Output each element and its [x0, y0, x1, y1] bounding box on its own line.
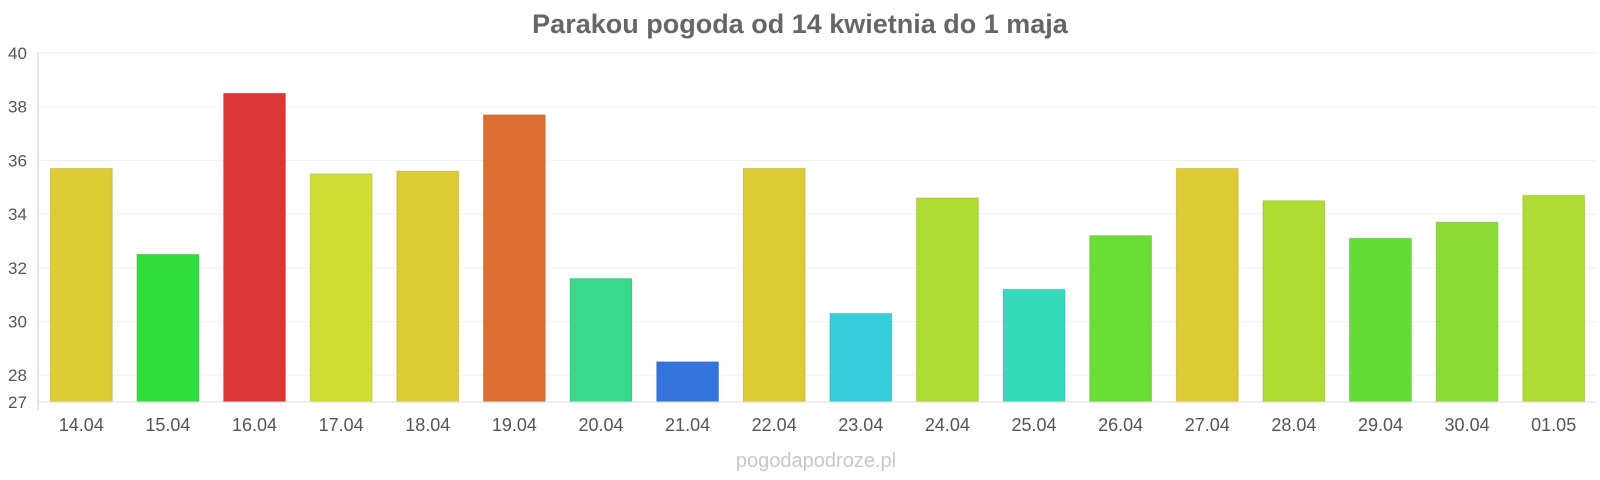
y-axis-ticks: 27 28 30 32 34 36 38 40 — [8, 44, 27, 412]
bar-26.04 — [1089, 235, 1153, 403]
x-tick-label: 21.04 — [665, 415, 710, 435]
x-tick-label: 22.04 — [752, 415, 797, 435]
bar-19.04 — [482, 114, 546, 403]
bar-25.04 — [1002, 288, 1066, 403]
y-tick-label: 32 — [8, 259, 27, 278]
bar-28.04 — [1262, 200, 1326, 403]
bar-20.04 — [569, 278, 633, 403]
x-tick-label: 18.04 — [405, 415, 450, 435]
bar-22.04 — [742, 167, 806, 403]
x-tick-label: 28.04 — [1271, 415, 1316, 435]
bar-17.04 — [309, 173, 373, 403]
x-tick-label: 23.04 — [838, 415, 883, 435]
chart-title: Parakou pogoda od 14 kwietnia do 1 maja — [532, 9, 1069, 39]
y-tick-label: 27 — [8, 393, 27, 412]
x-tick-label: 30.04 — [1445, 415, 1490, 435]
y-tick-label: 28 — [8, 366, 27, 385]
bar-24.04 — [915, 197, 979, 403]
x-tick-label: 14.04 — [59, 415, 104, 435]
bar-01.05 — [1522, 194, 1586, 403]
x-tick-label: 01.05 — [1531, 415, 1576, 435]
y-tick-label: 34 — [8, 205, 27, 224]
y-tick-label: 38 — [8, 98, 27, 117]
bar-27.04 — [1175, 167, 1239, 403]
x-tick-label: 29.04 — [1358, 415, 1403, 435]
bar-21.04 — [656, 361, 720, 403]
bar-14.04 — [49, 167, 113, 403]
bar-29.04 — [1348, 237, 1412, 403]
x-tick-label: 15.04 — [145, 415, 190, 435]
x-axis-ticks: 14.04 15.04 16.04 17.04 18.04 19.04 20.04 21.04… — [59, 415, 1576, 435]
bar-18.04 — [396, 170, 460, 403]
x-tick-label: 26.04 — [1098, 415, 1143, 435]
y-tick-label: 36 — [8, 151, 27, 170]
bar-30.04 — [1435, 221, 1499, 403]
x-tick-label: 25.04 — [1012, 415, 1057, 435]
bar-16.04 — [223, 92, 287, 403]
y-tick-label: 40 — [8, 44, 27, 63]
x-tick-label: 17.04 — [319, 415, 364, 435]
x-tick-label: 16.04 — [232, 415, 277, 435]
grid-lines — [38, 52, 1597, 376]
x-tick-label: 24.04 — [925, 415, 970, 435]
bar-15.04 — [136, 253, 200, 403]
y-tick-label: 30 — [8, 312, 27, 331]
bars — [49, 92, 1586, 403]
x-tick-label: 19.04 — [492, 415, 537, 435]
bar-23.04 — [829, 312, 893, 403]
x-tick-label: 20.04 — [578, 415, 623, 435]
x-tick-label: 27.04 — [1185, 415, 1230, 435]
watermark: pogodapodroze.pl — [736, 450, 896, 472]
